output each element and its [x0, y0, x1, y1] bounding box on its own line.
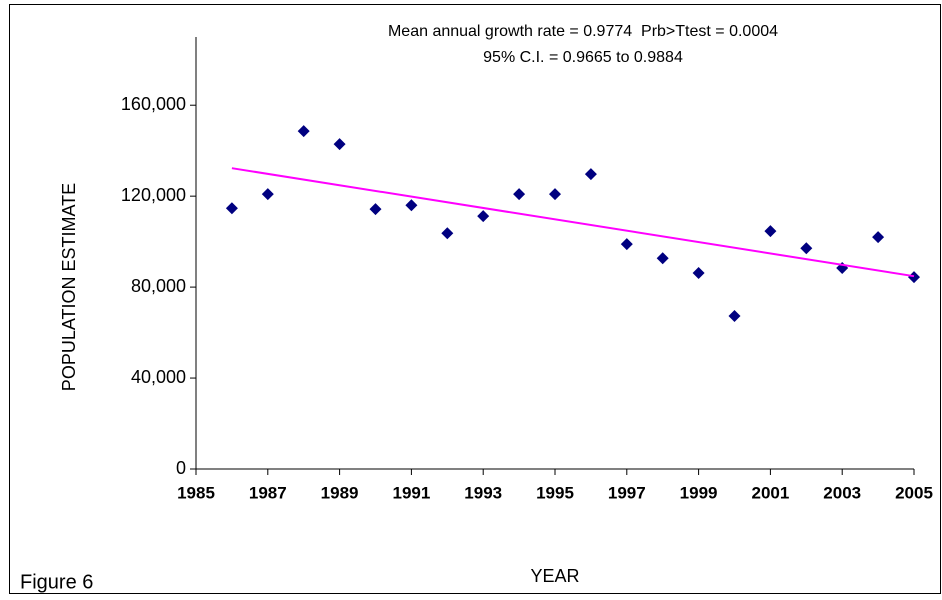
data-point — [477, 210, 490, 223]
data-point — [297, 125, 310, 138]
x-axis-label: YEAR — [530, 566, 579, 586]
data-point — [800, 242, 813, 255]
annotation: Mean annual growth rate = 0.9774 Prb>Tte… — [388, 23, 778, 40]
x-tick-label: 1991 — [392, 483, 430, 502]
annotation: 95% C.I. = 0.9665 to 0.9884 — [483, 49, 683, 66]
data-point — [549, 188, 561, 201]
y-tick-label: 0 — [176, 458, 186, 478]
trend-line — [231, 167, 915, 278]
data-point — [513, 188, 526, 201]
data-point — [405, 199, 418, 212]
data-point — [692, 267, 705, 280]
data-point — [333, 138, 346, 151]
data-point — [369, 203, 382, 216]
data-point — [584, 168, 597, 181]
x-tick-label: 1999 — [680, 483, 718, 502]
x-tick-label: 2005 — [895, 483, 933, 502]
x-tick-label: 2001 — [751, 483, 789, 502]
data-point — [656, 252, 669, 265]
data-point — [764, 225, 777, 238]
data-point — [872, 231, 885, 244]
caption: Figure 6 — [20, 571, 93, 593]
x-tick-label: 1989 — [321, 483, 359, 502]
x-tick-label: 1995 — [536, 483, 574, 502]
data-point — [728, 309, 741, 322]
y-tick-label: 120,000 — [121, 185, 186, 205]
y-tick-label: 40,000 — [131, 367, 186, 387]
data-point — [261, 188, 274, 201]
y-tick-label: 160,000 — [121, 94, 186, 114]
frame — [9, 4, 941, 594]
x-tick-label: 2003 — [823, 483, 861, 502]
data-point — [225, 202, 238, 215]
x-tick-label: 1993 — [464, 483, 502, 502]
x-tick-label: 1987 — [249, 483, 287, 502]
y-axis-label: POPULATION ESTIMATE — [59, 183, 79, 391]
data-point — [908, 271, 920, 284]
x-tick-label: 1997 — [608, 483, 646, 502]
x-tick-label: 1985 — [177, 483, 215, 502]
data-point — [441, 227, 454, 240]
data-point — [620, 238, 633, 251]
y-tick-label: 80,000 — [131, 276, 186, 296]
